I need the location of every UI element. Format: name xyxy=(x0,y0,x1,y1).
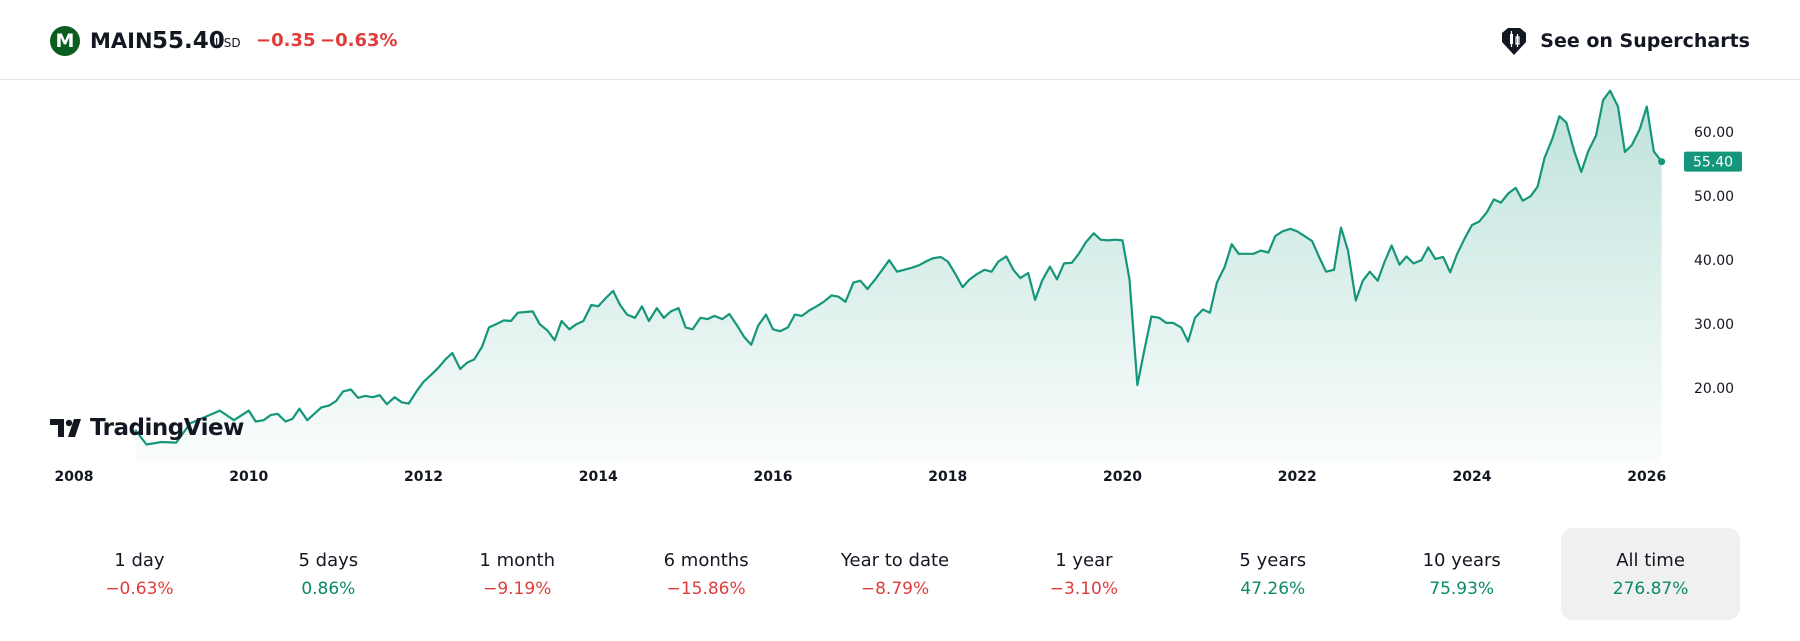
period-tab-all-time[interactable]: All time 276.87% xyxy=(1561,528,1741,620)
period-tab-5-years[interactable]: 5 years 47.26% xyxy=(1183,528,1362,620)
price-change-percent: −0.63% xyxy=(320,30,398,51)
company-logo: M xyxy=(50,26,80,56)
price-change: −0.35 xyxy=(256,30,316,51)
period-label: 1 year xyxy=(1055,550,1113,571)
period-label: Year to date xyxy=(840,550,950,571)
period-label: 6 months xyxy=(663,550,749,571)
period-change-value: 75.93% xyxy=(1429,579,1495,599)
period-change-value: −8.79% xyxy=(860,579,930,599)
x-axis: 2008 2010 2012 2014 2016 2018 2020 2022 2024 2026 xyxy=(55,469,1667,485)
y-tick-label: 50.00 xyxy=(1694,189,1734,205)
y-tick-label: 20.00 xyxy=(1694,381,1734,397)
currency-label: USD xyxy=(215,36,241,50)
last-price: 55.40 xyxy=(152,28,225,54)
x-tick-label: 2024 xyxy=(1453,469,1492,485)
period-label: All time xyxy=(1616,550,1685,571)
period-change-value: −15.86% xyxy=(666,579,746,599)
y-tick-label: 40.00 xyxy=(1694,253,1734,269)
y-axis: 20.00 30.00 40.00 50.00 60.00 xyxy=(1694,125,1734,397)
x-tick-label: 2022 xyxy=(1278,469,1317,485)
period-change-value: −3.10% xyxy=(1049,579,1119,599)
last-price-tag: 55.40 xyxy=(1684,151,1742,172)
x-tick-label: 2014 xyxy=(579,469,618,485)
x-tick-label: 2016 xyxy=(754,469,793,485)
tradingview-logo[interactable]: TradingView xyxy=(50,415,244,441)
period-label: 10 years xyxy=(1422,550,1501,571)
tradingview-mark-icon xyxy=(50,419,81,437)
performance-periods: 1 day −0.63% 5 days 0.86% 1 month −9.19% 6 mon… xyxy=(50,528,1750,620)
x-tick-label: 2008 xyxy=(55,469,94,485)
x-tick-label: 2010 xyxy=(229,469,268,485)
period-label: 5 days xyxy=(298,550,359,571)
period-tab-1-day[interactable]: 1 day −0.63% xyxy=(50,528,229,620)
x-tick-label: 2026 xyxy=(1627,469,1666,485)
header: M MAIN 55.40 USD −0.35 −0.63% See on Sup… xyxy=(0,0,1800,80)
period-change-value: −9.19% xyxy=(483,579,552,599)
supercharts-label: See on Supercharts xyxy=(1540,30,1750,52)
see-on-supercharts-link[interactable]: See on Supercharts xyxy=(1498,24,1750,58)
period-label: 1 month xyxy=(479,550,556,571)
ticker-symbol: MAIN xyxy=(90,29,153,53)
price-area-fill xyxy=(135,90,1662,463)
period-tab-1-year[interactable]: 1 year −3.10% xyxy=(994,528,1173,620)
period-tab-1-month[interactable]: 1 month −9.19% xyxy=(428,528,607,620)
period-change-value: −0.63% xyxy=(105,579,174,599)
period-tab-10-years[interactable]: 10 years 75.93% xyxy=(1372,528,1551,620)
period-label: 1 day xyxy=(114,550,165,571)
y-tick-label: 30.00 xyxy=(1694,317,1734,333)
tradingview-wordmark: TradingView xyxy=(90,415,244,441)
period-tab-6-months[interactable]: 6 months −15.86% xyxy=(617,528,796,620)
price-line xyxy=(134,89,1663,446)
x-tick-label: 2020 xyxy=(1103,469,1142,485)
last-price-tag-text: 55.40 xyxy=(1693,155,1733,171)
last-price-dot xyxy=(1658,158,1666,166)
x-tick-label: 2018 xyxy=(928,469,967,485)
period-change-value: 47.26% xyxy=(1240,579,1306,599)
period-tab-year-to-date[interactable]: Year to date −8.79% xyxy=(806,528,985,620)
y-tick-label: 60.00 xyxy=(1694,125,1734,141)
period-change-value: 0.86% xyxy=(301,579,356,599)
last-price-tag-box xyxy=(1684,151,1742,172)
period-tab-5-days[interactable]: 5 days 0.86% xyxy=(239,528,418,620)
x-tick-label: 2012 xyxy=(404,469,443,485)
period-label: 5 years xyxy=(1239,550,1307,571)
period-change-value: 276.87% xyxy=(1612,579,1689,599)
supercharts-icon xyxy=(1502,28,1527,55)
